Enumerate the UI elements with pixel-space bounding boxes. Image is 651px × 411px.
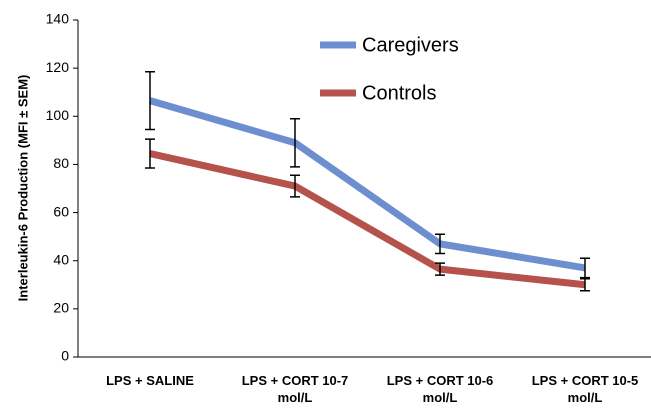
error-bar	[435, 233, 445, 255]
y-tick-label: 40	[53, 251, 69, 267]
y-axis-label: Interleukin-6 Production (MFI ± SEM)	[15, 75, 30, 302]
error-bar	[145, 138, 155, 169]
error-bar	[435, 262, 445, 276]
x-tick-label: LPS + CORT 10-6 mol/L	[386, 373, 494, 405]
error-bar	[580, 278, 590, 292]
y-tick-label: 100	[46, 107, 70, 123]
error-bar	[290, 174, 300, 198]
legend-label: Controls	[362, 82, 436, 104]
error-bar	[145, 71, 155, 131]
series-line	[149, 97, 586, 272]
legend-label: Caregivers	[362, 34, 459, 56]
y-tick-label: 120	[46, 59, 70, 75]
y-tick-label: 60	[53, 203, 69, 219]
error-bar	[580, 257, 590, 279]
x-tick-label: LPS + CORT 10-7 mol/L	[241, 373, 349, 405]
error-bar	[290, 117, 300, 168]
y-tick-label: 140	[46, 11, 70, 27]
y-tick-label: 80	[53, 155, 69, 171]
x-tick-label: LPS + CORT 10-5 mol/L	[531, 373, 639, 405]
x-tick-label: LPS + SALINE	[106, 373, 194, 388]
y-tick-label: 0	[61, 348, 69, 364]
series-line	[149, 150, 586, 289]
y-tick-label: 20	[53, 300, 69, 316]
